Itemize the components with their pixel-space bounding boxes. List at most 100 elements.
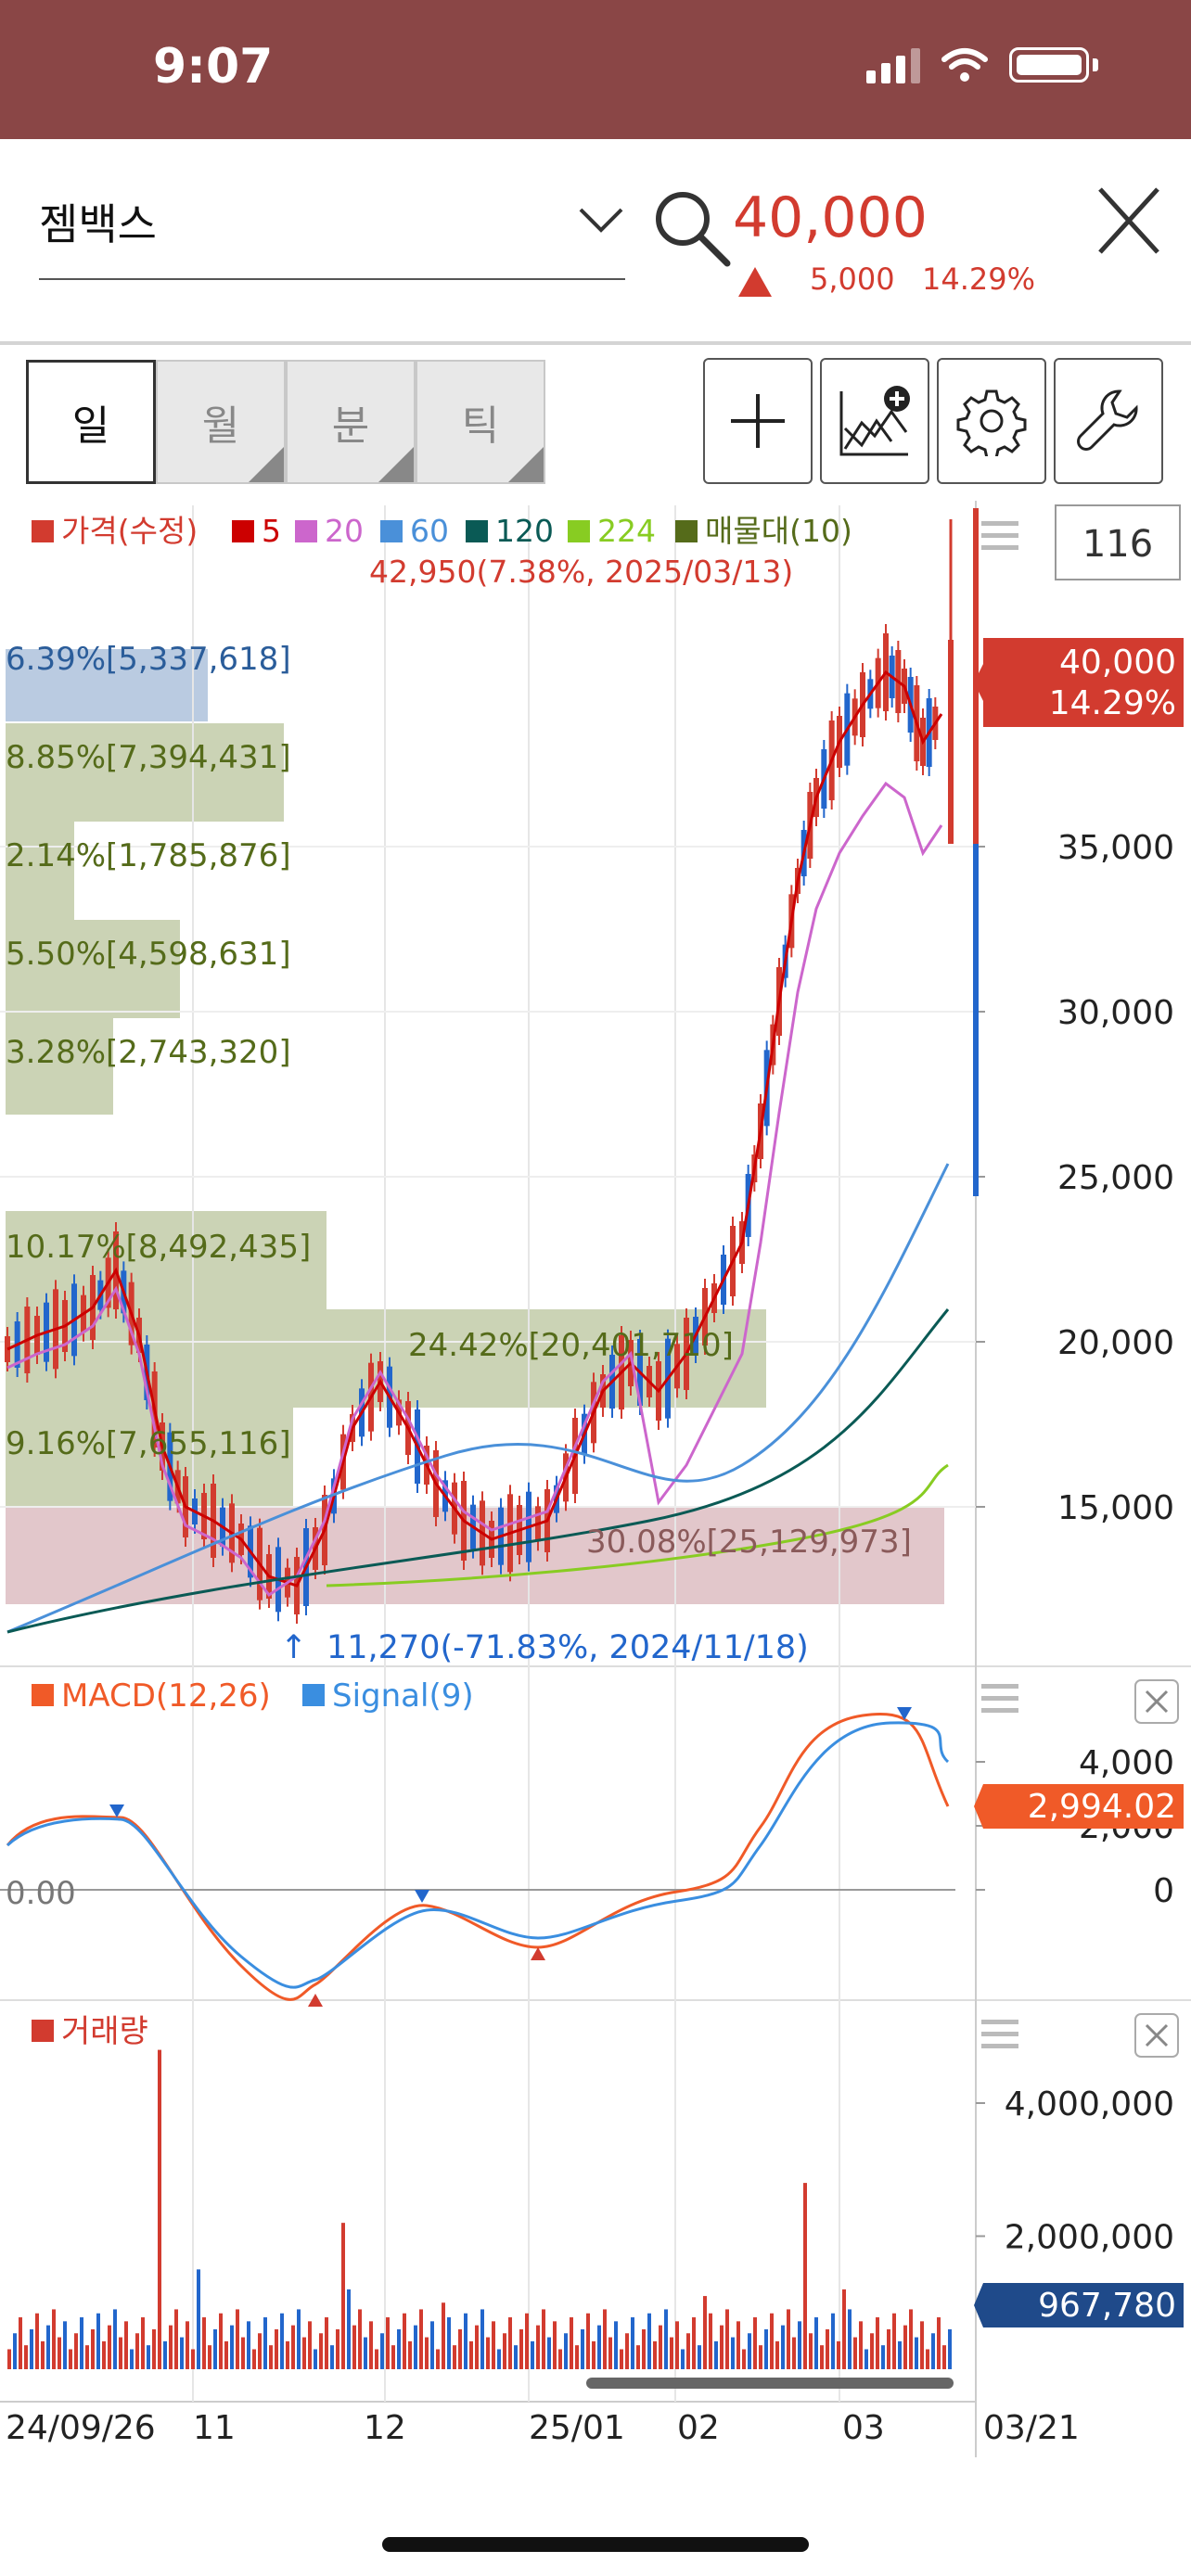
volume-bar xyxy=(46,2325,50,2369)
volume-bar xyxy=(352,2325,356,2369)
volume-bar xyxy=(748,2333,751,2369)
macd-line xyxy=(6,1713,950,2001)
legend-ma224: 224 xyxy=(597,513,656,549)
volume-bar xyxy=(603,2309,607,2369)
tab-corner-icon xyxy=(378,447,414,482)
volume-bar xyxy=(291,2325,295,2369)
volume-bar xyxy=(698,2345,701,2369)
volume-bar xyxy=(681,2349,685,2369)
volume-bar xyxy=(909,2309,913,2369)
volume-bar xyxy=(174,2309,178,2369)
volume-bar xyxy=(531,2340,534,2369)
high-annotation: 42,950(7.38%, 2025/03/13) xyxy=(369,554,793,590)
up-triangle-icon xyxy=(738,267,772,297)
volume-bar xyxy=(787,2309,790,2369)
volume-bar xyxy=(948,2328,952,2369)
menu-handle-icon[interactable] xyxy=(981,2020,1018,2048)
volume-bar xyxy=(297,2309,301,2369)
volume-profile-bar xyxy=(6,1408,293,1506)
volume-bar xyxy=(848,2309,852,2369)
volume-bar xyxy=(614,2321,618,2369)
volume-profile-bar xyxy=(6,649,208,721)
volume-bar xyxy=(775,2340,779,2369)
y-tick-label: 35,000 xyxy=(1057,829,1174,867)
volume-y-tick-label: 4,000,000 xyxy=(1005,2085,1174,2123)
volume-bar xyxy=(35,2313,39,2369)
volume-bar xyxy=(564,2333,568,2369)
tab-day[interactable]: 일 xyxy=(26,360,156,484)
volume-bar xyxy=(503,2333,506,2369)
menu-handle-icon[interactable] xyxy=(981,1684,1018,1713)
volume-bar xyxy=(464,2313,467,2369)
volume-bar xyxy=(892,2313,896,2369)
stock-selector[interactable]: 젬백스 xyxy=(39,185,625,280)
battery-icon xyxy=(1009,47,1089,83)
legend-swatch-ma20 xyxy=(295,520,317,542)
volume-bar xyxy=(597,2325,601,2369)
tab-minute[interactable]: 분 xyxy=(286,360,416,484)
volume-bar xyxy=(130,2349,134,2369)
volume-bar xyxy=(308,2321,312,2369)
y-tick-label: 30,000 xyxy=(1057,994,1174,1032)
volume-bar xyxy=(108,2325,111,2369)
volume-bar xyxy=(458,2328,462,2369)
menu-handle-icon[interactable] xyxy=(981,521,1018,550)
volume-bar xyxy=(664,2309,668,2369)
volume-bar xyxy=(380,2333,384,2369)
volume-bar xyxy=(547,2337,551,2369)
volume-profile-label: 5.50%[4,598,631] xyxy=(6,936,291,973)
add-indicator-button[interactable] xyxy=(820,358,929,484)
volume-bar xyxy=(736,2321,740,2369)
volume-bar xyxy=(96,2313,100,2369)
tools-button[interactable] xyxy=(1054,358,1163,484)
home-indicator xyxy=(382,2537,809,2552)
y-tick-label: 25,000 xyxy=(1057,1159,1174,1197)
period-setting-box[interactable] xyxy=(1055,504,1181,580)
volume-bar xyxy=(430,2321,434,2369)
crosshair-button[interactable] xyxy=(703,358,813,484)
ma224-line xyxy=(326,1463,949,1588)
chart-scrollbar[interactable] xyxy=(586,2378,954,2389)
settings-button[interactable] xyxy=(937,358,1046,484)
volume-bar xyxy=(269,2345,273,2369)
volume-bar xyxy=(842,2289,846,2369)
volume-bar xyxy=(759,2345,762,2369)
gear-icon xyxy=(956,389,1027,456)
period-tabs: 일 월 분 틱 xyxy=(26,360,545,484)
tab-month[interactable]: 월 xyxy=(156,360,286,484)
legend-swatch-price xyxy=(32,520,54,542)
period-setting-value: 116 xyxy=(1082,523,1153,566)
volume-bar xyxy=(814,2317,818,2369)
legend-swatch-ma224 xyxy=(568,520,590,542)
volume-profile-bar xyxy=(6,1018,113,1115)
close-icon[interactable] xyxy=(1096,184,1161,258)
volume-bar xyxy=(792,2337,796,2369)
volume-bar xyxy=(63,2321,67,2369)
legend-swatch-ma120 xyxy=(466,520,488,542)
volume-bar xyxy=(263,2317,267,2369)
volume-profile-label: 10.17%[8,492,435] xyxy=(6,1229,311,1266)
volume-bar xyxy=(686,2333,690,2369)
volume-bar xyxy=(592,2340,596,2369)
volume-bar xyxy=(197,2269,200,2369)
volume-profile-label: 30.08%[25,129,973] xyxy=(586,1524,912,1561)
legend-ma60: 60 xyxy=(410,513,449,549)
tab-tick[interactable]: 틱 xyxy=(416,360,545,484)
close-icon[interactable] xyxy=(1134,1679,1179,1724)
search-icon[interactable] xyxy=(649,185,733,269)
legend-ma20: 20 xyxy=(325,513,364,549)
volume-bar xyxy=(24,2345,28,2369)
close-icon[interactable] xyxy=(1134,2013,1179,2058)
x-label: 25/01 xyxy=(529,2409,625,2447)
volume-profile-label: 3.28%[2,743,320] xyxy=(6,1034,291,1071)
stock-chart[interactable]: 35,000 30,000 25,000 20,000 15,000 6.39%[5,33… xyxy=(0,501,1191,2457)
volume-bar xyxy=(692,2317,696,2369)
volume-bar xyxy=(937,2317,941,2369)
legend-swatch-volume xyxy=(32,2020,54,2042)
volume-bar xyxy=(336,2328,339,2369)
volume-bar xyxy=(186,2321,189,2369)
volume-bar xyxy=(675,2321,679,2369)
legend-ma120: 120 xyxy=(495,513,554,549)
volume-bar xyxy=(608,2337,612,2369)
volume-bar xyxy=(52,2309,56,2369)
